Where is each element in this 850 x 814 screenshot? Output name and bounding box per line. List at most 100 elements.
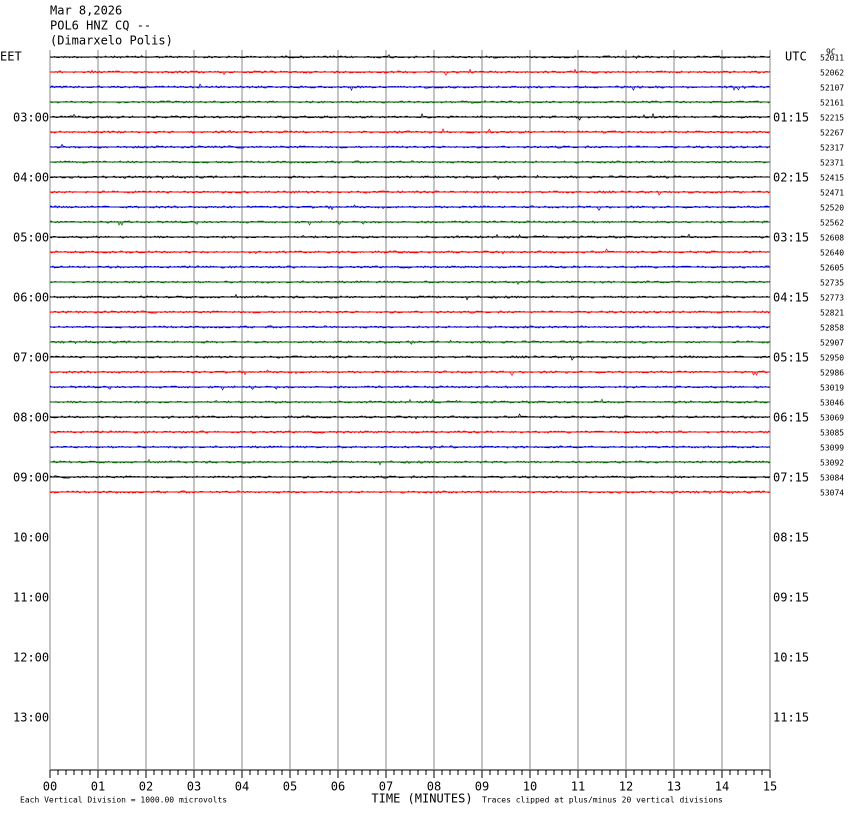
left-hour-label: 07:00 xyxy=(13,351,49,365)
x-tick-label: 06 xyxy=(331,780,345,794)
x-tick-label: 12 xyxy=(619,780,633,794)
left-hour-label: 13:00 xyxy=(13,711,49,725)
trace xyxy=(49,413,771,420)
right-hour-label: 05:15 xyxy=(773,351,809,365)
trace-offset: 53069 xyxy=(820,414,844,423)
trace xyxy=(49,190,771,196)
left-hour-label: 08:00 xyxy=(13,411,49,425)
trace-offset: 52608 xyxy=(820,234,844,243)
scale-note: Each Vertical Division = 1000.00 microvo… xyxy=(20,796,227,805)
corner-code: 9C xyxy=(826,48,836,57)
right-hour-label: 01:15 xyxy=(773,111,809,125)
trace xyxy=(49,355,771,361)
trace xyxy=(49,430,771,434)
trace xyxy=(49,385,771,391)
trace-offset: 52371 xyxy=(820,159,844,168)
right-hour-label: 07:15 xyxy=(773,471,809,485)
trace-offset: 52215 xyxy=(820,114,844,123)
trace-offset: 52907 xyxy=(820,339,844,348)
x-tick-label: 00 xyxy=(43,780,57,794)
trace xyxy=(49,83,771,92)
trace-offset: 53046 xyxy=(820,399,844,408)
trace-offset: 52773 xyxy=(820,294,844,303)
trace-offset: 52161 xyxy=(820,99,844,108)
trace xyxy=(50,220,771,226)
trace xyxy=(49,143,771,149)
left-hour-label: 11:00 xyxy=(13,591,49,605)
left-zone: EET xyxy=(0,50,22,64)
station: POL6 HNZ CQ -- xyxy=(50,19,151,33)
trace-offset: 52640 xyxy=(820,249,844,258)
location: (Dimarxelo Polis) xyxy=(50,34,173,48)
trace-offset: 52011 xyxy=(820,54,844,63)
x-tick-label: 11 xyxy=(571,780,585,794)
trace xyxy=(50,112,771,121)
x-tick-label: 05 xyxy=(283,780,297,794)
x-tick-label: 14 xyxy=(715,780,729,794)
trace xyxy=(49,99,771,104)
trace xyxy=(49,160,771,164)
right-hour-label: 10:15 xyxy=(773,651,809,665)
trace-offset: 52562 xyxy=(820,219,844,228)
left-hour-label: 03:00 xyxy=(13,111,49,125)
trace xyxy=(49,248,771,255)
trace xyxy=(50,458,771,466)
trace xyxy=(49,475,771,479)
trace-offset: 52107 xyxy=(820,84,844,93)
trace-offset: 52520 xyxy=(820,204,844,213)
trace xyxy=(49,204,771,211)
x-tick-label: 08 xyxy=(427,780,441,794)
x-tick-label: 07 xyxy=(379,780,393,794)
right-hour-label: 11:15 xyxy=(773,711,809,725)
x-tick-label: 04 xyxy=(235,780,249,794)
date: Mar 8,2026 xyxy=(50,4,122,18)
x-tick-label: 10 xyxy=(523,780,537,794)
trace xyxy=(49,127,771,134)
trace xyxy=(49,280,771,285)
x-tick-label: 13 xyxy=(667,780,681,794)
right-hour-label: 09:15 xyxy=(773,591,809,605)
trace xyxy=(49,233,771,239)
right-hour-label: 03:15 xyxy=(773,231,809,245)
x-tick-label: 15 xyxy=(763,780,777,794)
right-hour-label: 08:15 xyxy=(773,531,809,545)
right-hour-label: 06:15 xyxy=(773,411,809,425)
trace xyxy=(49,310,771,314)
trace-offset: 52735 xyxy=(820,279,844,288)
clip-note: Traces clipped at plus/minus 20 vertical… xyxy=(482,796,723,805)
x-axis-title: TIME (MINUTES) xyxy=(371,792,472,806)
right-zone: UTC xyxy=(785,50,807,64)
trace-offset: 53092 xyxy=(820,459,844,468)
trace-offset: 52950 xyxy=(820,354,844,363)
trace-offset: 53099 xyxy=(820,444,844,453)
trace-offset: 52317 xyxy=(820,144,844,153)
trace-offset: 53085 xyxy=(820,429,844,438)
left-hour-label: 12:00 xyxy=(13,651,49,665)
x-tick-label: 02 xyxy=(139,780,153,794)
trace-offset: 52821 xyxy=(820,309,844,318)
trace-offset: 52267 xyxy=(820,129,844,138)
left-hour-label: 05:00 xyxy=(13,231,49,245)
x-tick-label: 09 xyxy=(475,780,489,794)
trace-offset: 52605 xyxy=(820,264,844,273)
trace xyxy=(49,293,771,301)
left-hour-label: 10:00 xyxy=(13,531,49,545)
trace-offset: 53019 xyxy=(820,384,844,393)
trace-offset: 53084 xyxy=(820,474,844,483)
trace xyxy=(49,490,771,495)
trace-offset: 52415 xyxy=(820,174,844,183)
right-hour-label: 02:15 xyxy=(773,171,809,185)
trace xyxy=(49,68,771,76)
trace-offset: 52858 xyxy=(820,324,844,333)
trace xyxy=(49,398,771,404)
left-hour-label: 04:00 xyxy=(13,171,49,185)
trace xyxy=(50,54,771,60)
trace xyxy=(49,445,771,450)
trace xyxy=(49,325,771,329)
trace-offset: 53074 xyxy=(820,489,844,498)
trace xyxy=(49,339,771,345)
trace xyxy=(49,174,771,180)
trace-offset: 52062 xyxy=(820,69,844,78)
trace-offset: 52471 xyxy=(820,189,844,198)
